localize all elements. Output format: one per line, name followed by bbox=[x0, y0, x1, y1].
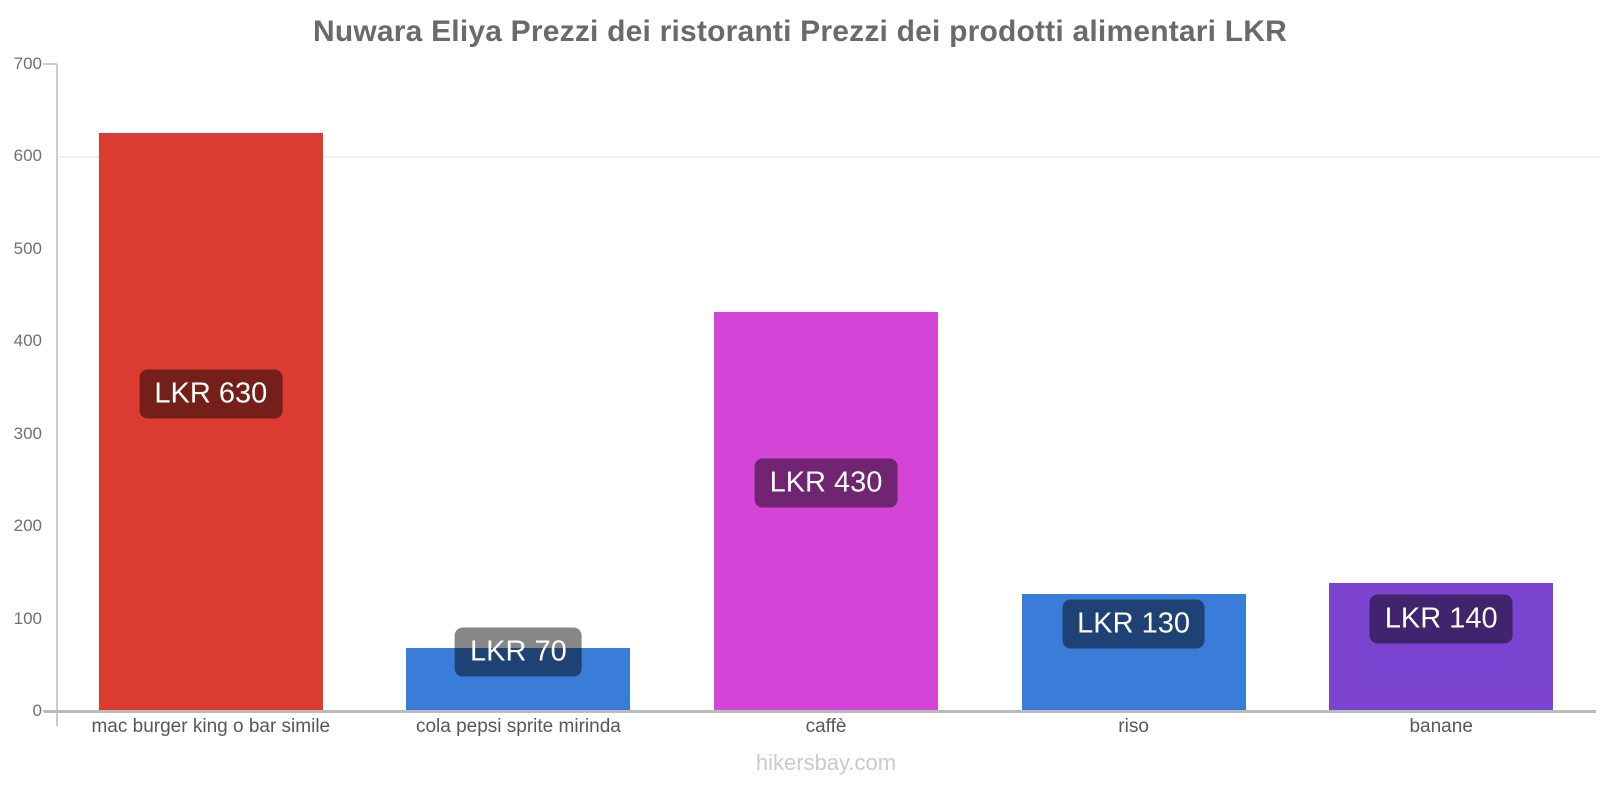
y-tick-label-600: 600 bbox=[13, 146, 42, 166]
x-axis-label-5: banane bbox=[1409, 716, 1473, 737]
y-tick-label-300: 300 bbox=[13, 423, 42, 443]
bar-5 bbox=[1329, 582, 1554, 711]
y-tick-label-500: 500 bbox=[13, 238, 42, 258]
watermark: hikersbay.com bbox=[755, 750, 897, 775]
y-tick-label-0: 0 bbox=[32, 701, 42, 720]
x-axis-label-1: mac burger king o bar simile bbox=[91, 716, 331, 737]
y-tick-label-700: 700 bbox=[13, 54, 42, 73]
bar-2 bbox=[406, 648, 631, 711]
x-axis-label-2: cola pepsi sprite mirinda bbox=[415, 716, 621, 737]
y-tick-label-200: 200 bbox=[13, 516, 42, 536]
bar-value-badge-4: LKR 130 bbox=[1062, 599, 1206, 649]
y-tick-mark-700 bbox=[43, 63, 57, 65]
x-axis-label-4: riso bbox=[1118, 716, 1149, 737]
bar-1 bbox=[98, 133, 323, 711]
chart-title: Nuwara Eliya Prezzi dei ristoranti Prezz… bbox=[312, 15, 1288, 48]
bar-value-badge-3: LKR 430 bbox=[754, 458, 898, 508]
bar-value-badge-2: LKR 70 bbox=[455, 627, 582, 677]
bar-value-badge-5: LKR 140 bbox=[1369, 594, 1513, 644]
x-axis-line bbox=[44, 710, 1596, 713]
bar-4 bbox=[1021, 593, 1246, 711]
y-tick-label-100: 100 bbox=[13, 608, 42, 628]
bar-value-badge-1: LKR 630 bbox=[139, 369, 283, 419]
y-tick-label-400: 400 bbox=[13, 331, 42, 351]
x-axis-label-3: caffè bbox=[805, 716, 847, 737]
gridline-600 bbox=[57, 156, 1600, 158]
y-axis-line bbox=[56, 64, 58, 726]
bar-3 bbox=[714, 311, 938, 711]
